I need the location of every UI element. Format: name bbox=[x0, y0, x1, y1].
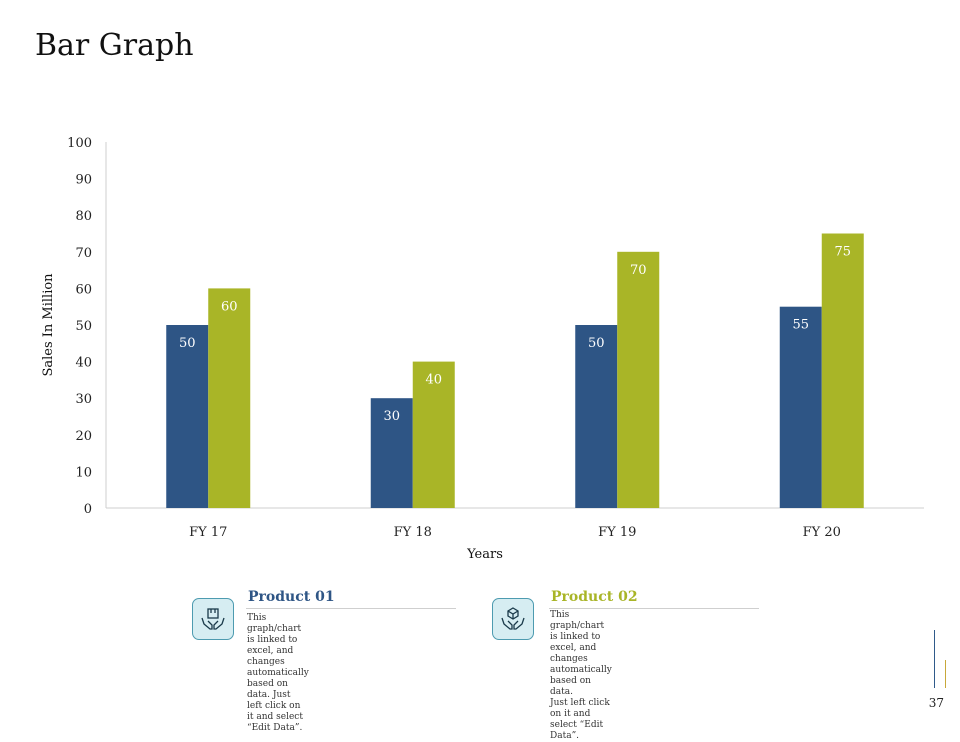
product-02-description: This graph/chart is linked to excel, and… bbox=[550, 610, 612, 742]
product-02-text-line: Just left click on it and select “Edit D… bbox=[550, 698, 610, 741]
bar bbox=[617, 251, 660, 509]
bar-data-label: 60 bbox=[221, 299, 238, 314]
bar bbox=[575, 325, 618, 508]
x-tick-label: FY 20 bbox=[803, 525, 841, 540]
bar bbox=[412, 361, 455, 508]
y-tick-label: 70 bbox=[75, 246, 92, 261]
product-01-text-line: left click on it and select “Edit Data”. bbox=[247, 701, 303, 733]
bar bbox=[821, 233, 864, 508]
product-02-text-line: changes automatically based on data. bbox=[550, 654, 612, 697]
bar-data-label: 40 bbox=[425, 373, 442, 388]
bar bbox=[779, 306, 822, 508]
page-number: 37 bbox=[928, 696, 944, 710]
y-tick-label: 100 bbox=[67, 136, 92, 151]
product-01-text-line: changes automatically based on data. Jus… bbox=[247, 657, 309, 700]
product-01-text-line: This graph/chart is linked to excel, and bbox=[247, 613, 302, 656]
decorative-line-blue bbox=[934, 630, 935, 688]
y-tick-label: 60 bbox=[75, 282, 92, 297]
bar-data-label: 50 bbox=[588, 336, 605, 351]
page-title: Bar Graph bbox=[35, 28, 194, 63]
y-tick-label: 40 bbox=[75, 356, 92, 371]
hands-holding-cube-icon bbox=[492, 598, 534, 640]
product-01-description: This graph/chart is linked to excel, and… bbox=[247, 613, 309, 734]
bar bbox=[370, 398, 413, 508]
bar-data-label: 75 bbox=[834, 245, 851, 260]
y-tick-label: 30 bbox=[75, 392, 92, 407]
x-axis-label: Years bbox=[466, 547, 503, 562]
bar-data-label: 50 bbox=[179, 336, 196, 351]
y-axis-label: Sales In Million bbox=[41, 273, 56, 377]
bar bbox=[208, 288, 251, 508]
y-tick-label: 10 bbox=[75, 465, 92, 480]
product-02-divider bbox=[549, 608, 759, 609]
y-tick-label: 80 bbox=[75, 209, 92, 224]
bar-data-label: 70 bbox=[630, 263, 647, 278]
bar-data-label: 55 bbox=[792, 318, 809, 333]
bar-data-label: 30 bbox=[383, 409, 400, 424]
hands-holding-box-icon bbox=[192, 598, 234, 640]
y-tick-label: 0 bbox=[84, 502, 92, 517]
x-tick-label: FY 17 bbox=[189, 525, 227, 540]
y-tick-label: 90 bbox=[75, 173, 92, 188]
y-tick-label: 20 bbox=[75, 429, 92, 444]
product-02-text-line: This graph/chart is linked to excel, and bbox=[550, 610, 605, 653]
y-tick-label: 50 bbox=[75, 319, 92, 334]
product-01-title: Product 01 bbox=[248, 589, 335, 605]
bar bbox=[166, 325, 209, 508]
product-01-divider bbox=[246, 608, 456, 609]
product-02-title: Product 02 bbox=[551, 589, 638, 605]
decorative-line-gold bbox=[945, 660, 946, 688]
bar-chart: 0 10 20 30 40 50 60 70 80 90 100 Sales In Million 50… bbox=[41, 136, 924, 562]
x-tick-label: FY 18 bbox=[394, 525, 432, 540]
x-tick-label: FY 19 bbox=[598, 525, 636, 540]
